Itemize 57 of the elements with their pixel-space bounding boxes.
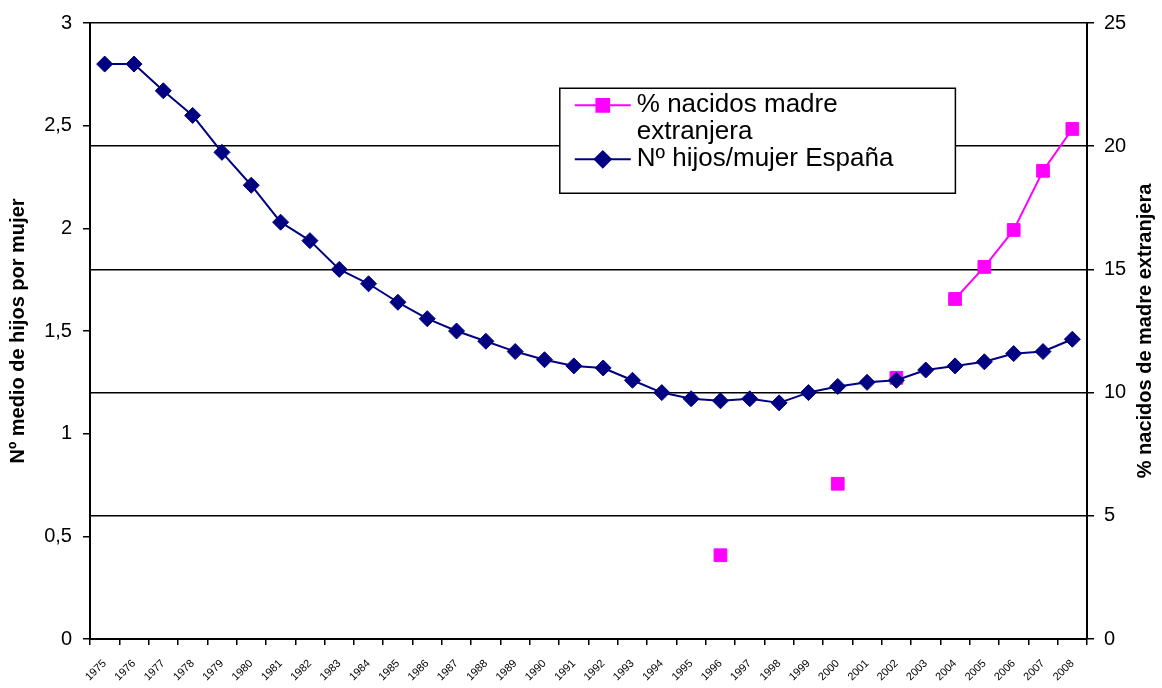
point — [213, 143, 231, 161]
point — [154, 82, 172, 100]
y-tick-label: 0,5 — [44, 523, 72, 546]
point — [536, 351, 554, 369]
point — [360, 275, 378, 293]
point — [1036, 163, 1050, 178]
point — [948, 292, 962, 306]
point — [1034, 343, 1052, 361]
point — [242, 176, 260, 194]
point — [389, 293, 407, 311]
point — [184, 106, 202, 124]
point — [448, 322, 466, 340]
point — [330, 260, 348, 278]
legend-label: % nacidos madre extranjera — [636, 88, 838, 146]
point — [565, 357, 583, 375]
point — [799, 384, 817, 402]
y2-tick-label: 0 — [1104, 626, 1116, 649]
point — [830, 476, 845, 491]
point — [917, 361, 935, 379]
point — [96, 55, 114, 73]
point — [741, 390, 759, 408]
point — [418, 310, 436, 328]
point — [977, 260, 992, 274]
y2-tick-label: 10 — [1104, 380, 1127, 403]
y2-tick-label: 5 — [1104, 503, 1116, 526]
y-axis-title: Nº medio de hijos por mujer — [5, 198, 28, 464]
y-tick-label: 3 — [60, 10, 72, 33]
y2-axis-title: % nacidos de madre extranjera — [1132, 182, 1155, 479]
point — [301, 232, 319, 250]
point — [272, 213, 290, 231]
point — [713, 548, 728, 563]
y-tick-label: 1,5 — [44, 318, 72, 341]
point — [711, 392, 729, 410]
point — [770, 394, 788, 412]
point — [887, 371, 905, 389]
point — [506, 343, 524, 361]
point — [946, 357, 964, 375]
y2-tick-label: 25 — [1104, 10, 1127, 33]
y-tick-label: 2 — [60, 215, 72, 238]
y-tick-label: 1 — [60, 421, 72, 444]
point — [829, 377, 847, 395]
point — [623, 371, 641, 389]
y2-tick-label: 20 — [1104, 133, 1127, 156]
point — [1065, 122, 1080, 136]
point — [1063, 330, 1081, 348]
point — [477, 332, 495, 350]
point — [858, 373, 876, 391]
point — [125, 55, 143, 73]
point — [1005, 345, 1023, 363]
point — [682, 390, 700, 408]
y2-tick-label: 15 — [1104, 256, 1127, 279]
point — [1006, 223, 1021, 237]
y-tick-label: 2,5 — [44, 113, 72, 136]
point — [653, 384, 671, 402]
point — [594, 359, 612, 377]
point — [975, 353, 993, 371]
y-tick-label: 0 — [60, 626, 72, 649]
